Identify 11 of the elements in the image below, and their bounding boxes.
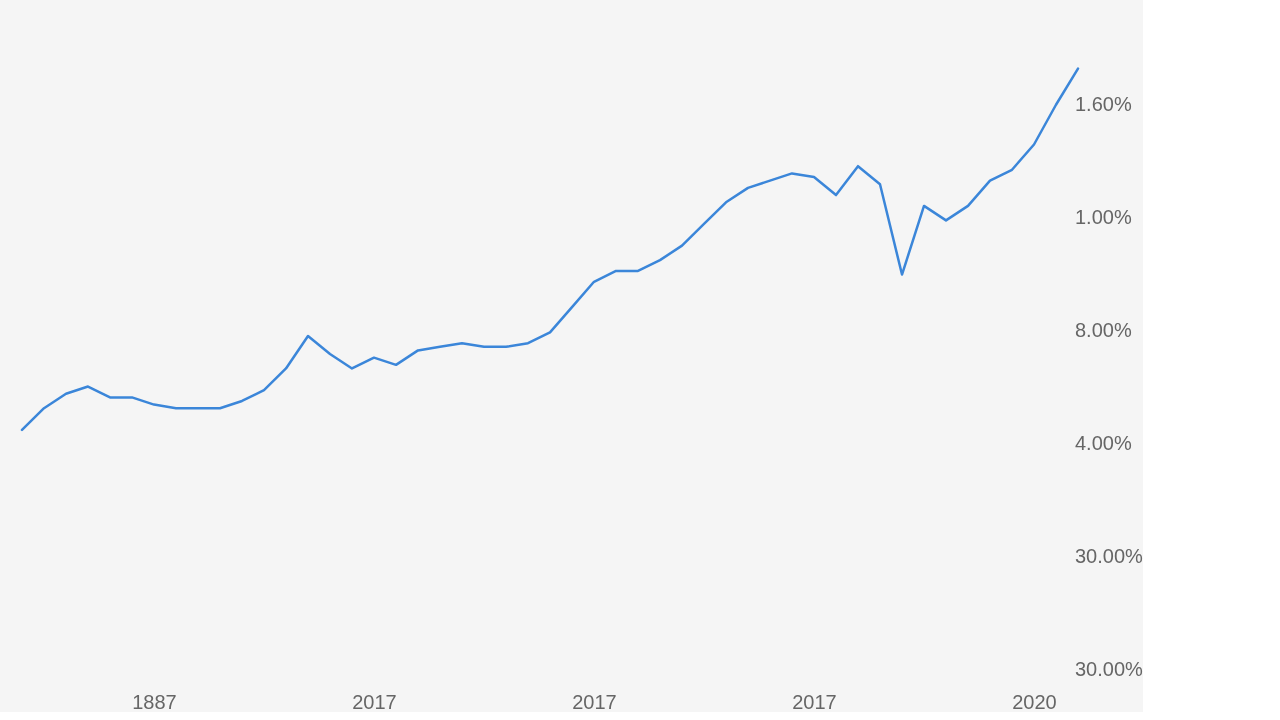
text: 30.00%	[1075, 658, 1144, 680]
annotation: 1.00%	[1075, 206, 1132, 228]
text: 4.00%	[1075, 432, 1132, 454]
x-tick-label: 2017	[572, 690, 617, 713]
annotation: 8.00%	[1075, 319, 1132, 341]
text: 30.00%	[1075, 545, 1144, 567]
x-tick-label: 2017	[352, 690, 397, 713]
x-tick-label: 1887	[132, 690, 177, 713]
x-tick-label: 2017	[792, 690, 837, 713]
x-tick-label: 2020	[1012, 690, 1057, 713]
annotation: 1.60%	[1075, 93, 1132, 115]
